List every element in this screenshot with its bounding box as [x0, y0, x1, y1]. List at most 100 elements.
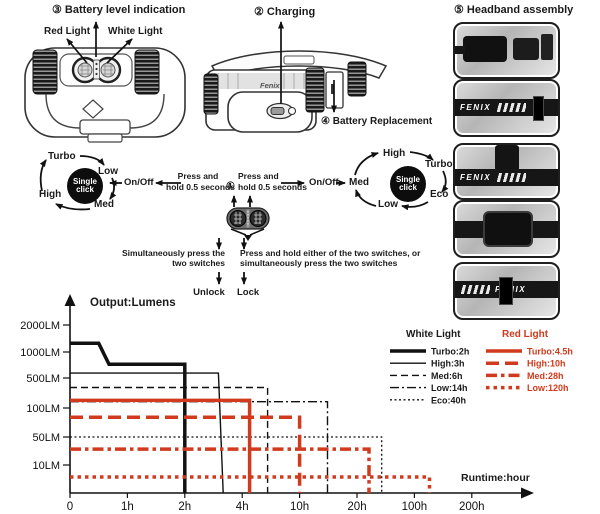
red-mode-high: High [39, 189, 62, 200]
red-light-arrow [66, 38, 88, 64]
cycle-arrow [109, 177, 117, 200]
top-strap-mount [495, 145, 519, 171]
battery-level-label: ③ Battery level indication [52, 4, 186, 16]
strap-stripes [496, 103, 527, 112]
legend-item-label: Low:14h [431, 383, 468, 393]
series-red-high [70, 415, 302, 493]
legend-item-label: Eco:40h [431, 395, 466, 405]
red-single-click: Single click [67, 168, 103, 204]
y-axis-arrowhead [64, 294, 76, 306]
series-red-low [70, 475, 432, 493]
headlamp-front-view [24, 21, 186, 143]
series-white-med [70, 386, 269, 493]
red-switch [229, 210, 247, 227]
mount-bracket [483, 211, 533, 247]
runtime-chart-canvas: 0 1h 2h 4h 10h 20h 100h 200h 2000LM 1000LM 500LM 10… [20, 294, 573, 513]
on-off-left: On/Off [124, 177, 154, 188]
x-axis-arrowhead [521, 487, 534, 499]
fenix-logo: Fenix [460, 103, 492, 112]
series-white-eco [70, 436, 383, 493]
y-tick-label: 100LM [26, 403, 60, 415]
fenix-logo: Fenix [260, 81, 280, 90]
white-light-label: White Light [108, 26, 163, 37]
x-tick-label: 2h [178, 501, 191, 513]
switch-v-lines [230, 228, 265, 236]
series-white-turbo [70, 341, 187, 493]
series-white-high [70, 372, 224, 494]
mount-clip [513, 38, 539, 60]
y-tick-label: 2000LM [20, 320, 60, 332]
red-mode-turbo: Turbo [48, 151, 76, 162]
x-tick-label: 100h [402, 501, 428, 513]
legend-item-label: High:10h [527, 359, 566, 369]
headband-strap: Fenix [455, 99, 558, 116]
x-tick-label: 20h [347, 501, 366, 513]
y-tick-label: 1000LM [20, 347, 60, 359]
white-light-arrow [106, 38, 133, 64]
unlock-label: Unlock [193, 287, 225, 298]
x-tick-label: 4h [236, 501, 249, 513]
headband-strap: Fenix [455, 169, 558, 186]
strap-buckle [499, 277, 513, 305]
legend-item-label: Turbo:4.5h [527, 347, 573, 357]
series-red-turbo [70, 398, 252, 493]
runtime-chart: 0 1h 2h 4h 10h 20h 100h 200h 2000LM 1000LM 500LM 10… [0, 292, 600, 514]
legend-item-label: High:3h [431, 359, 465, 369]
y-tick-label: 500LM [26, 373, 60, 385]
unlock-instruction: Simultaneously press the two switches [122, 248, 225, 268]
battery-replacement-label: ④ Battery Replacement [321, 116, 433, 127]
chart-xlabel: Runtime:hour [461, 472, 530, 484]
lamp-back [463, 36, 507, 62]
left-knob [32, 49, 58, 95]
strap-buckle [533, 96, 544, 121]
white-switch [249, 210, 267, 227]
cycle-arrow [355, 189, 377, 207]
x-tick-label: 10h [290, 501, 309, 513]
white-mode-low: Low [378, 199, 398, 210]
on-off-right: On/Off [309, 177, 339, 188]
red-light-label: Red Light [44, 26, 91, 37]
cycle-arrow [409, 151, 434, 161]
x-tick-label: 0 [67, 501, 73, 513]
headband-photo-3: Fenix [453, 143, 560, 200]
x-tick-label: 1h [121, 501, 134, 513]
press-hold-right: Press and hold 0.5 seconds [238, 171, 307, 192]
cycle-arrow [79, 155, 105, 166]
y-tick-label: 50LM [32, 432, 60, 444]
headband-photo-4 [453, 200, 560, 258]
y-tick-label: 10LM [32, 460, 60, 472]
cycle-arrow [55, 203, 91, 211]
switch-ref-number: ① [226, 181, 235, 192]
legend-item-label: Low:120h [527, 383, 569, 393]
strap-stripes [460, 285, 490, 294]
cycle-arrow [39, 159, 47, 192]
legend-item-label: Med:28h [527, 371, 564, 381]
headband-assembly-label: ⑤ Headband assembly [454, 4, 574, 16]
chart-title: Output:Lumens [90, 297, 176, 309]
white-mode-eco: Eco [430, 189, 449, 200]
mode-flow-diagram [39, 151, 449, 285]
white-mode-med: Med [349, 177, 369, 188]
series-red-med [70, 447, 371, 493]
lock-instruction: Press and hold either of the two switche… [240, 248, 421, 268]
side-knob-right [305, 67, 325, 113]
cycle-arrow [441, 170, 449, 193]
cycle-arrow [401, 201, 429, 211]
red-mode-low: Low [98, 166, 118, 177]
x-tick-label: 200h [459, 501, 485, 513]
press-hold-left: Press and hold 0.5 seconds [166, 171, 235, 192]
red-mode-med: Med [94, 199, 114, 210]
legend-item-label: Turbo:2h [431, 347, 469, 357]
detached-knob [347, 61, 367, 97]
headband-photo-2: Fenix [453, 79, 560, 137]
white-mode-turbo: Turbo [425, 159, 453, 170]
cycle-arrow [354, 152, 379, 176]
right-knob [134, 49, 160, 95]
strap-stripes [496, 173, 527, 182]
white-mode-high: High [383, 148, 406, 159]
side-knob-left [203, 73, 219, 115]
headlamp-side-view: Fenix [203, 21, 388, 133]
legend-title: White Light [406, 329, 461, 340]
fenix-logo: Fenix [460, 173, 492, 182]
